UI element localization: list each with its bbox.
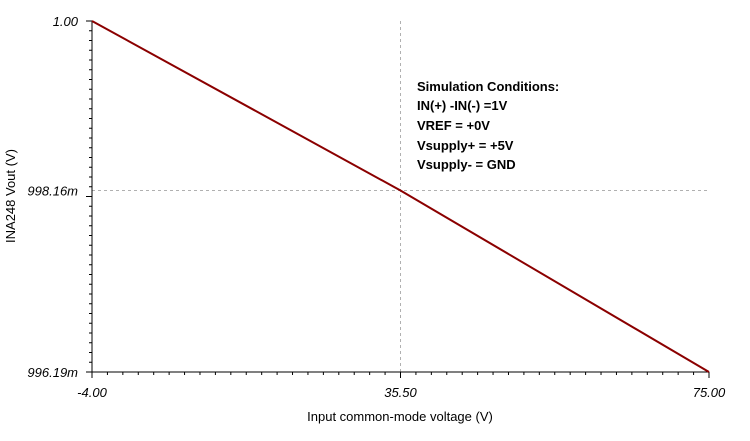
x-tick-label: -4.00	[77, 385, 107, 400]
x-tick-label: 35.50	[384, 385, 417, 400]
x-axis-title: Input common-mode voltage (V)	[307, 409, 493, 424]
simulation-conditions-note: Simulation Conditions: IN(+) -IN(-) =1V …	[417, 79, 559, 172]
y-tick-label: 1.00	[53, 14, 79, 29]
note-line: Simulation Conditions:	[417, 79, 559, 94]
minor-ticks	[86, 20, 710, 378]
y-tick-label: 996.19m	[27, 365, 78, 380]
series-layer	[91, 20, 710, 373]
note-line: IN(+) -IN(-) =1V	[417, 98, 508, 113]
tick-labels: -4.00 35.50 75.00 1.00 998.16m 996.19m	[27, 14, 726, 400]
series-line	[91, 20, 710, 373]
note-line: Vsupply- = GND	[417, 157, 516, 172]
y-axis-title: INA248 Vout (V)	[3, 149, 18, 243]
grid-lines	[92, 21, 709, 372]
x-tick-label: 75.00	[693, 385, 726, 400]
note-line: VREF = +0V	[417, 118, 490, 133]
note-line: Vsupply+ = +5V	[417, 138, 514, 153]
y-tick-label: 998.16m	[27, 184, 78, 199]
